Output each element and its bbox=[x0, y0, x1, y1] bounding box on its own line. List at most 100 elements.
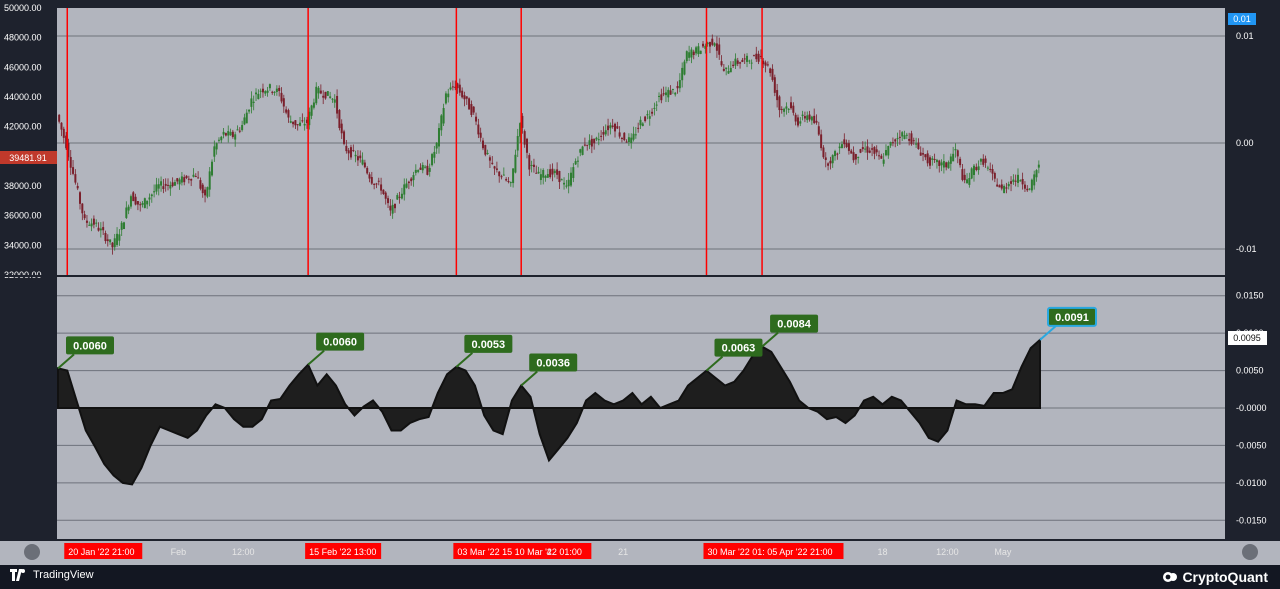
candle-body bbox=[854, 154, 857, 160]
candle-body bbox=[340, 123, 343, 134]
candle-body bbox=[282, 98, 285, 107]
candle-body bbox=[627, 137, 630, 143]
candle-body bbox=[910, 133, 913, 145]
candle-body bbox=[600, 135, 603, 137]
candle-body bbox=[954, 149, 957, 151]
candle-body bbox=[822, 147, 825, 158]
candle-body bbox=[426, 165, 429, 175]
candle-body bbox=[400, 193, 403, 199]
candle-body bbox=[653, 107, 656, 109]
candle-body bbox=[866, 146, 869, 153]
candle-body bbox=[755, 53, 758, 60]
scroll-left-button[interactable] bbox=[24, 544, 40, 560]
time-badge-label: 20 Jan '22 21:00 bbox=[68, 547, 134, 557]
candle-body bbox=[634, 134, 637, 136]
candle-body bbox=[324, 91, 327, 99]
time-tick-label: Feb bbox=[171, 547, 187, 557]
time-tick-label: 12:00 bbox=[232, 547, 255, 557]
candle-body bbox=[722, 68, 725, 71]
time-axis[interactable] bbox=[0, 539, 1280, 565]
candle-body bbox=[544, 175, 547, 178]
candle-body bbox=[79, 192, 82, 204]
candle-body bbox=[421, 164, 424, 171]
annotation-label: 0.0091 bbox=[1055, 312, 1089, 324]
candle-body bbox=[794, 114, 797, 122]
candle-body bbox=[234, 134, 237, 140]
candle-body bbox=[109, 239, 112, 243]
candle-body bbox=[412, 175, 415, 181]
candle-body bbox=[996, 184, 999, 187]
candle-body bbox=[676, 86, 679, 89]
candle-body bbox=[271, 91, 274, 93]
candle-body bbox=[268, 84, 271, 89]
candle-body bbox=[231, 131, 234, 137]
candle-body bbox=[741, 59, 744, 62]
candle-body bbox=[1000, 184, 1003, 189]
candle-body bbox=[217, 139, 220, 141]
candle-body bbox=[551, 168, 554, 175]
candle-body bbox=[778, 96, 781, 111]
candle-body bbox=[641, 123, 644, 126]
candle-body bbox=[597, 139, 600, 141]
candle-body bbox=[637, 127, 640, 129]
time-badge bbox=[305, 543, 382, 559]
candle-body bbox=[215, 143, 218, 150]
candle-body bbox=[414, 169, 417, 173]
candle-body bbox=[734, 58, 737, 66]
candle-body bbox=[491, 162, 494, 164]
candle-body bbox=[67, 142, 70, 158]
candle-body bbox=[878, 155, 881, 157]
current-value-label: 0.0095 bbox=[1233, 333, 1261, 343]
candle-body bbox=[85, 220, 88, 223]
candle-body bbox=[639, 119, 642, 126]
candle-body bbox=[116, 233, 119, 245]
candle-body bbox=[250, 98, 253, 107]
annotation-pointer bbox=[705, 355, 724, 372]
candle-body bbox=[407, 181, 410, 184]
annotation-label: 0.0036 bbox=[536, 358, 570, 370]
candle-body bbox=[229, 131, 232, 136]
candle-body bbox=[481, 140, 484, 149]
candle-body bbox=[759, 55, 762, 57]
price-pane[interactable] bbox=[57, 8, 1225, 275]
indicator-tick-label: -0.0150 bbox=[1236, 515, 1267, 525]
scroll-right-button[interactable] bbox=[1242, 544, 1258, 560]
candle-body bbox=[354, 154, 357, 157]
candle-body bbox=[380, 184, 383, 191]
candle-body bbox=[537, 171, 540, 174]
pane-divider[interactable] bbox=[0, 275, 1280, 277]
candle-body bbox=[176, 178, 179, 182]
candle-body bbox=[431, 154, 434, 166]
candle-body bbox=[660, 94, 663, 101]
indicator-tick-label: 0.0050 bbox=[1236, 366, 1264, 376]
tradingview-logo[interactable]: TradingView bbox=[10, 569, 94, 581]
candle-body bbox=[92, 218, 95, 225]
candle-body bbox=[664, 92, 667, 96]
candle-body bbox=[567, 179, 570, 187]
candle-body bbox=[1028, 188, 1031, 190]
candle-body bbox=[702, 43, 705, 47]
candle-body bbox=[389, 205, 392, 211]
candle-body bbox=[155, 184, 158, 192]
candle-body bbox=[535, 172, 538, 174]
candle-body bbox=[618, 132, 621, 137]
candle-body bbox=[773, 77, 776, 93]
candle-body bbox=[620, 137, 623, 139]
candle-body bbox=[257, 93, 260, 100]
time-badge bbox=[453, 543, 592, 559]
candle-body bbox=[748, 60, 751, 62]
candle-body bbox=[695, 47, 698, 54]
candle-body bbox=[743, 58, 746, 60]
candle-body bbox=[123, 222, 126, 229]
annotation-pointer bbox=[455, 352, 474, 368]
candle-body bbox=[266, 90, 269, 93]
candle-body bbox=[539, 174, 542, 181]
candle-body bbox=[361, 159, 364, 165]
candle-body bbox=[498, 171, 501, 177]
candle-body bbox=[713, 43, 716, 46]
candle-body bbox=[704, 45, 707, 49]
time-tick-label: 18 bbox=[878, 547, 888, 557]
candle-body bbox=[757, 53, 760, 62]
cryptoquant-logo[interactable]: CryptoQuant bbox=[1163, 569, 1268, 585]
